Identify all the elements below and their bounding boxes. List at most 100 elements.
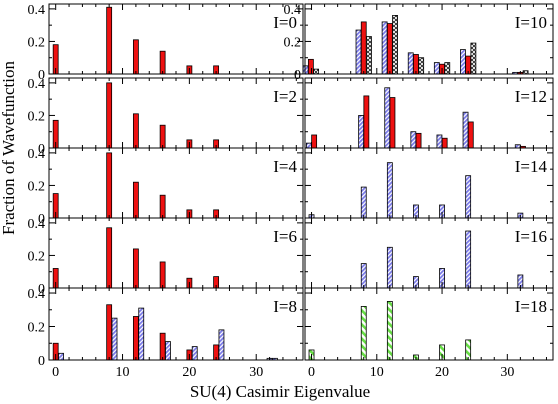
y-tick-label: 0: [38, 142, 45, 157]
bar-red: [106, 6, 113, 75]
bar-blue: [384, 87, 391, 149]
bar-red: [106, 152, 113, 219]
bar-blue: [306, 142, 312, 149]
bar-blue: [386, 162, 393, 219]
y-tick-label: 0: [38, 212, 45, 227]
panel-i-12: I=12: [304, 77, 554, 149]
bar-red: [132, 39, 139, 75]
bar-red: [159, 124, 166, 149]
y-tick-label: 0.4: [284, 3, 302, 18]
bar-red: [132, 113, 139, 149]
y-tick-label: 0.4: [28, 217, 46, 232]
bar-blue: [355, 29, 362, 75]
bar-red: [389, 97, 396, 149]
panel-label: I=14: [515, 157, 548, 176]
panel-label: I=0: [273, 13, 297, 32]
panel-i-4: 0 0.2 0.4 I=4: [28, 147, 304, 227]
bar-red: [441, 137, 448, 149]
x-tick-label: 10: [370, 365, 384, 380]
panel-frame: [48, 217, 304, 289]
x-tick-label: 0: [308, 365, 315, 380]
bar-crosshatch: [444, 62, 451, 75]
x-axis-title: SU(4) Casimir Eigenvalue: [190, 382, 370, 401]
y-tick-label: 0.2: [28, 109, 46, 124]
panels-group: 00.20.4I=000.20.4I=200.20.4I=400.20.4I=6…: [28, 3, 554, 380]
bar-red: [132, 248, 139, 289]
panel-label: I=6: [273, 227, 297, 246]
bar-blue: [465, 230, 472, 289]
bar-red: [159, 50, 166, 75]
bar-blue: [465, 175, 472, 219]
bar-green: [386, 300, 393, 361]
panel-i-14: I=14: [304, 147, 554, 219]
bar-red: [360, 21, 367, 75]
panel-i-10: 0 0.2 0.4 I=10: [284, 3, 554, 83]
bar-crosshatch: [392, 14, 398, 75]
bar-blue: [433, 62, 440, 75]
panel-label: I=2: [273, 87, 297, 106]
panel-label: I=10: [515, 13, 547, 32]
panel-label: I=16: [515, 227, 547, 246]
y-tick-label: 0.2: [28, 249, 46, 264]
panel-frame: [48, 77, 304, 149]
bar-red: [363, 95, 370, 149]
bar-red: [159, 194, 166, 219]
bar-red: [386, 23, 393, 75]
panel-i-0: 00.20.4I=0: [28, 3, 304, 83]
y-tick-label: 0.4: [28, 147, 46, 162]
bar-crosshatch: [470, 42, 477, 75]
bar-red: [132, 181, 139, 219]
y-tick-label: 0.4: [28, 287, 46, 302]
bar-red: [415, 132, 422, 149]
bar-blue: [302, 65, 309, 75]
panel-frame: [48, 3, 304, 75]
x-tick-label: 30: [500, 365, 514, 380]
bar-blue: [460, 49, 466, 75]
bar-red: [307, 58, 314, 75]
x-tick-label: 30: [249, 365, 263, 380]
bar-blue: [462, 111, 469, 149]
y-tick-label: 0.2: [28, 35, 46, 50]
bar-blue: [358, 115, 365, 149]
bar-blue: [218, 329, 225, 361]
x-tick-label: 10: [116, 365, 130, 380]
bar-blue: [138, 307, 145, 361]
bar-red: [106, 82, 113, 149]
bar-blue: [410, 131, 417, 149]
bar-crosshatch: [313, 68, 319, 75]
bar-blue: [111, 317, 118, 361]
bar-crosshatch: [366, 36, 372, 75]
bar-red: [159, 261, 166, 289]
bar-blue: [407, 52, 414, 75]
panel-label: I=18: [515, 297, 547, 316]
panel-i-2: 0 0.2 0.4 I=2: [28, 77, 304, 157]
bar-red: [106, 227, 113, 289]
bar-blue: [386, 246, 393, 289]
bar-green: [360, 306, 367, 361]
bar-red: [467, 121, 474, 149]
bar-blue: [191, 346, 198, 361]
y-axis-title: Fraction of Wavefunction: [0, 61, 18, 235]
panel-label: I=12: [515, 87, 547, 106]
bar-green: [465, 339, 472, 361]
y-tick-label: 0.4: [28, 3, 46, 18]
y-tick-label: 0.4: [28, 77, 46, 92]
bar-blue: [58, 352, 64, 361]
x-tick-label: 20: [182, 365, 196, 380]
y-tick-label: 0: [38, 68, 45, 83]
panel-frame: [48, 147, 304, 219]
bar-red: [311, 134, 318, 149]
bar-blue: [436, 134, 443, 149]
panel-i-8: 0 0.2 0.4 0 10 20 30 I=8: [28, 287, 304, 380]
bar-red: [106, 304, 113, 361]
y-tick-label: 0: [294, 68, 301, 83]
y-tick-label: 0: [38, 354, 45, 369]
y-tick-label: 0.2: [284, 35, 302, 50]
bar-red: [159, 332, 166, 361]
bar-blue: [381, 21, 388, 75]
bar-blue: [360, 186, 367, 219]
panel-label: I=8: [273, 297, 297, 316]
panel-i-16: I=16: [304, 217, 554, 289]
bar-blue: [165, 341, 171, 361]
